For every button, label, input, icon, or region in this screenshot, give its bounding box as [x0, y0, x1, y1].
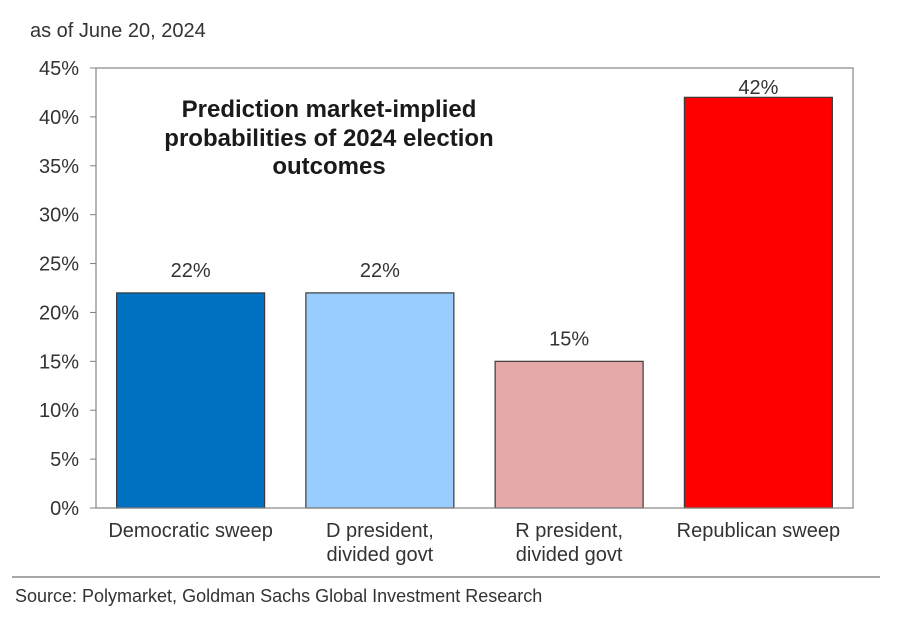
x-category-label-democratic-sweep: Democratic sweep: [108, 520, 273, 542]
y-tick-label: 0%: [50, 498, 79, 520]
footer-divider: [12, 576, 880, 578]
y-tick-label: 45%: [39, 58, 79, 80]
y-tick-label: 15%: [39, 351, 79, 373]
y-tick-label: 10%: [39, 400, 79, 422]
bar-d-president-divided-govt: [305, 292, 455, 509]
data-label-r-president-divided-govt: 15%: [549, 328, 589, 350]
y-tick-label: 20%: [39, 302, 79, 324]
y-tick-label: 5%: [50, 449, 79, 471]
data-label-republican-sweep: 42%: [738, 77, 778, 99]
source-note: Source: Polymarket, Goldman Sachs Global…: [15, 586, 543, 606]
plot-area-border: [95, 67, 854, 509]
y-tick-label: 35%: [39, 156, 79, 178]
data-label-d-president-divided-govt: 22%: [360, 260, 400, 282]
x-category-label-d-president-divided-govt: D president, divided govt: [325, 520, 434, 566]
as-of-date-note: as of June 20, 2024: [30, 20, 206, 42]
y-tick-label: 40%: [39, 107, 79, 129]
bar-democratic-sweep: [116, 292, 266, 509]
y-tick-label: 25%: [39, 254, 79, 276]
x-category-label-republican-sweep: Republican sweep: [676, 520, 841, 542]
bar-republican-sweep: [683, 96, 833, 509]
data-label-democratic-sweep: 22%: [171, 260, 211, 282]
x-category-label-r-president-divided-govt: R president, divided govt: [515, 520, 624, 566]
chart-title: Prediction market-implied probabilities …: [164, 96, 494, 180]
y-tick-label: 30%: [39, 205, 79, 227]
bar-r-president-divided-govt: [494, 360, 644, 509]
